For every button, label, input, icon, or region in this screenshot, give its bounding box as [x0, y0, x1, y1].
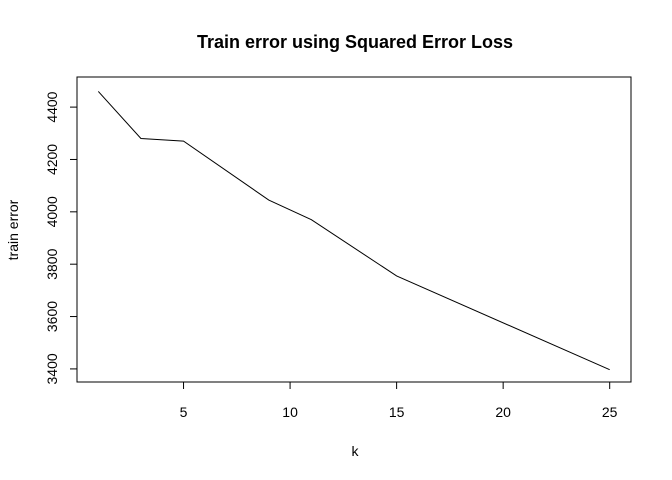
x-tick-label: 10	[282, 404, 298, 420]
y-axis: 3400 3600 3800 4000 4200 4400	[44, 91, 78, 384]
series-line	[97, 91, 610, 371]
plot-frame	[76, 76, 632, 383]
x-tick-label: 25	[602, 404, 618, 420]
x-axis-label: k	[352, 443, 360, 459]
x-tick-label: 5	[180, 404, 188, 420]
y-tick-label: 3800	[44, 248, 60, 279]
x-tick-label: 15	[389, 404, 405, 420]
y-tick-label: 3600	[44, 301, 60, 332]
y-axis-label: train error	[5, 199, 21, 260]
y-tick-label: 4000	[44, 196, 60, 227]
y-tick-label: 3400	[44, 353, 60, 384]
x-axis: 5 10 15 20 25	[180, 381, 618, 420]
chart-title: Train error using Squared Error Loss	[197, 32, 513, 52]
y-tick-label: 4200	[44, 144, 60, 175]
series-group	[97, 91, 610, 371]
y-tick-label: 4400	[44, 91, 60, 122]
x-tick-label: 20	[495, 404, 511, 420]
